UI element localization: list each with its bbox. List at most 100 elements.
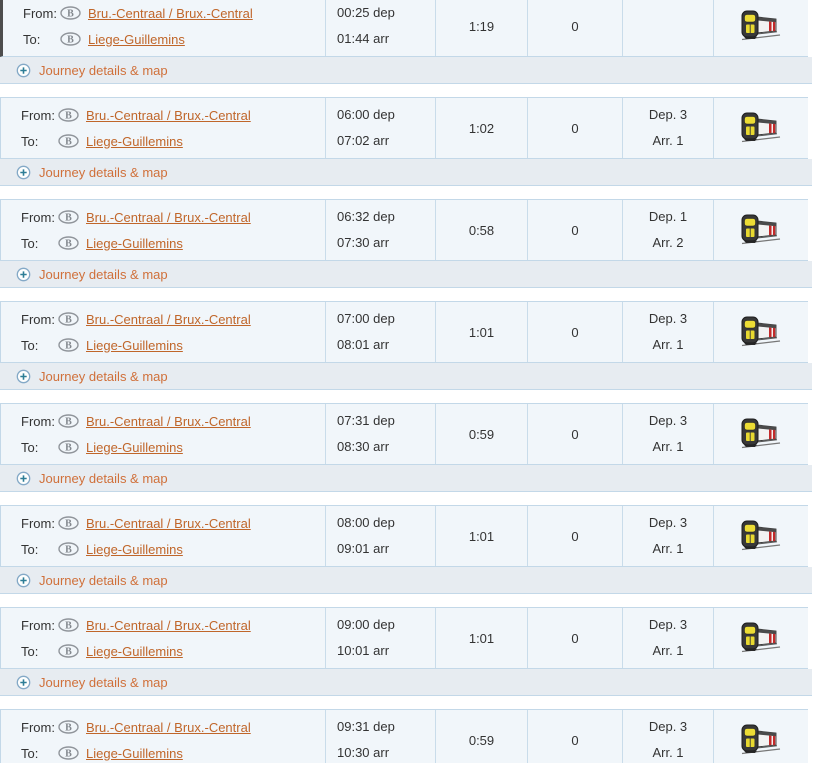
to-line: To: B Liege-Guillemins [21,230,325,256]
to-line: To: B Liege-Guillemins [23,26,325,52]
arrival-time: 10:01 arr [337,643,390,658]
b-rail-logo-icon: B [58,312,79,326]
svg-text:B: B [65,545,72,556]
from-station-link[interactable]: Bru.-Centraal / Brux.-Central [86,515,251,531]
from-station-link[interactable]: Bru.-Centraal / Brux.-Central [86,209,251,225]
train-product-cell [714,302,808,362]
departure-platform [623,0,713,26]
from-station-link[interactable]: Bru.-Centraal / Brux.-Central [88,5,253,21]
arrival-time: 10:30 arr [337,745,390,760]
to-label: To: [21,541,39,557]
to-line: To: B Liege-Guillemins [21,128,325,154]
from-line: From: B Bru.-Centraal / Brux.-Central [21,612,325,638]
plus-circle-icon [16,675,31,690]
departure-platform: Dep. 1 [648,209,688,224]
journey-details-bar[interactable]: Journey details & map [0,363,812,390]
journey-details-link[interactable]: Journey details & map [39,572,168,588]
from-label: From: [21,617,55,633]
arrival-platform: Arr. 2 [652,235,684,250]
from-label: From: [23,5,57,21]
from-line: From: B Bru.-Centraal / Brux.-Central [21,102,325,128]
train-product-cell [714,0,808,56]
platform-cell: Dep. 3 Arr. 1 [623,302,714,362]
journey-row: From: B Bru.-Centraal / Brux.-Central To… [0,301,808,363]
journey-details-link[interactable]: Journey details & map [39,266,168,282]
to-line: To: B Liege-Guillemins [21,638,325,664]
to-station-link[interactable]: Liege-Guillemins [88,31,185,47]
to-station-link[interactable]: Liege-Guillemins [86,235,183,251]
platform-cell: Dep. 3 Arr. 1 [623,506,714,566]
svg-text:B: B [65,417,72,428]
departure-time: 06:00 dep [337,107,395,122]
to-label: To: [21,235,39,251]
plus-circle-icon [16,573,31,588]
journey-result-block: From: B Bru.-Centraal / Brux.-Central To… [0,301,812,390]
arrival-platform: Arr. 1 [652,643,684,658]
from-line: From: B Bru.-Centraal / Brux.-Central [21,510,325,536]
to-station-link[interactable]: Liege-Guillemins [86,133,183,149]
arrival-time: 01:44 arr [337,31,390,46]
journey-row: From: B Bru.-Centraal / Brux.-Central To… [0,709,808,763]
departure-time: 07:31 dep [337,413,395,428]
departure-time: 08:00 dep [337,515,395,530]
platform-cell: Dep. 3 Arr. 1 [623,98,714,158]
arrival-platform: Arr. 1 [652,439,684,454]
journey-details-bar[interactable]: Journey details & map [0,465,812,492]
route-cell: From: B Bru.-Centraal / Brux.-Central To… [1,404,326,464]
journey-result-block: From: B Bru.-Centraal / Brux.-Central To… [0,709,812,763]
from-label: From: [21,719,55,735]
from-station-link[interactable]: Bru.-Centraal / Brux.-Central [86,413,251,429]
platform-cell [623,0,714,56]
plus-circle-icon [16,471,31,486]
to-label: To: [21,643,39,659]
journey-details-link[interactable]: Journey details & map [39,368,168,384]
journey-details-link[interactable]: Journey details & map [39,62,168,78]
to-station-link[interactable]: Liege-Guillemins [86,439,183,455]
arrival-time: 07:30 arr [337,235,390,250]
to-line: To: B Liege-Guillemins [21,434,325,460]
from-station-link[interactable]: Bru.-Centraal / Brux.-Central [86,311,251,327]
b-rail-logo-icon: B [58,210,79,224]
duration-cell: 0:59 [436,710,528,763]
from-station-link[interactable]: Bru.-Centraal / Brux.-Central [86,107,251,123]
b-rail-logo-icon: B [58,414,79,428]
journey-details-bar[interactable]: Journey details & map [0,567,812,594]
svg-text:B: B [65,723,72,734]
times-cell: 07:31 dep 08:30 arr [326,404,436,464]
journey-details-bar[interactable]: Journey details & map [0,261,812,288]
svg-text:B: B [65,239,72,250]
changes-cell: 0 [528,0,623,56]
journey-row: From: B Bru.-Centraal / Brux.-Central To… [0,505,808,567]
b-rail-logo-icon: B [58,108,79,122]
changes-cell: 0 [528,98,623,158]
train-product-cell [714,404,808,464]
changes-cell: 0 [528,200,623,260]
svg-text:B: B [65,749,72,760]
journey-details-link[interactable]: Journey details & map [39,674,168,690]
svg-text:B: B [65,341,72,352]
journey-details-bar[interactable]: Journey details & map [0,669,812,696]
journey-details-link[interactable]: Journey details & map [39,164,168,180]
from-station-link[interactable]: Bru.-Centraal / Brux.-Central [86,719,251,735]
journey-details-bar[interactable]: Journey details & map [0,159,812,186]
departure-time: 09:31 dep [337,719,395,734]
to-label: To: [21,439,39,455]
to-station-link[interactable]: Liege-Guillemins [86,541,183,557]
svg-text:B: B [65,111,72,122]
to-station-link[interactable]: Liege-Guillemins [86,337,183,353]
plus-circle-icon [16,369,31,384]
from-line: From: B Bru.-Centraal / Brux.-Central [21,204,325,230]
from-station-link[interactable]: Bru.-Centraal / Brux.-Central [86,617,251,633]
svg-text:B: B [65,519,72,530]
route-cell: From: B Bru.-Centraal / Brux.-Central To… [1,98,326,158]
svg-text:B: B [65,315,72,326]
journey-details-link[interactable]: Journey details & map [39,470,168,486]
journey-details-bar[interactable]: Journey details & map [0,57,812,84]
to-station-link[interactable]: Liege-Guillemins [86,745,183,761]
duration-cell: 0:59 [436,404,528,464]
arrival-platform: Arr. 1 [652,133,684,148]
to-station-link[interactable]: Liege-Guillemins [86,643,183,659]
platform-cell: Dep. 1 Arr. 2 [623,200,714,260]
b-rail-logo-icon: B [58,440,79,454]
from-line: From: B Bru.-Centraal / Brux.-Central [21,408,325,434]
